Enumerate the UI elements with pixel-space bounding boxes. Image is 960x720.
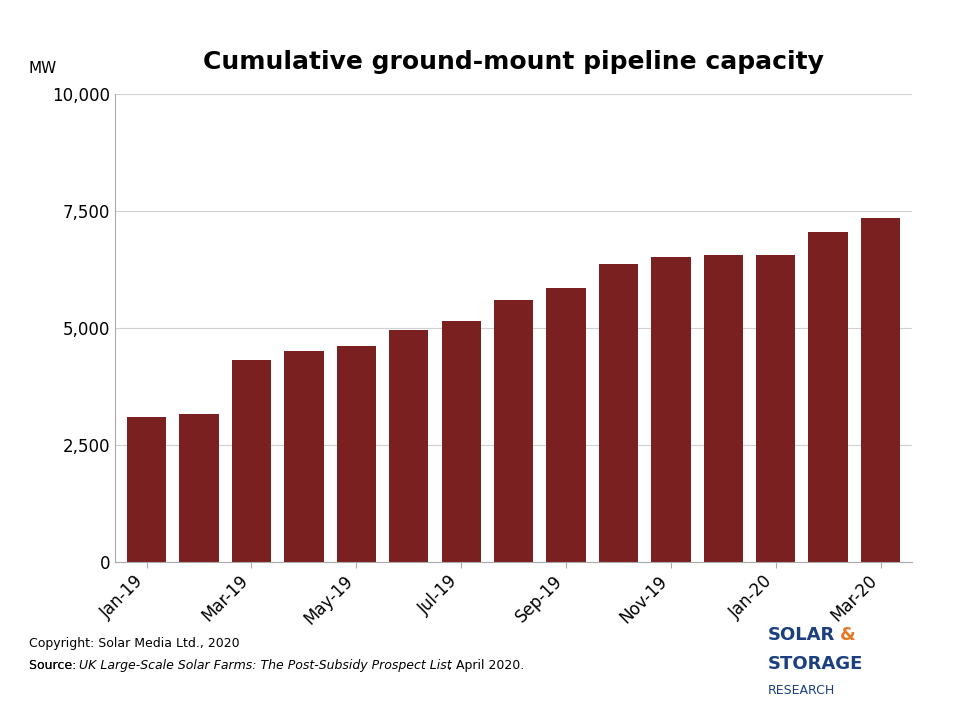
Bar [389,330,428,562]
Text: , April 2020.: , April 2020. [448,659,524,672]
Text: STORAGE: STORAGE [768,655,863,673]
Bar [231,360,271,562]
Bar [284,351,324,562]
Text: Source:: Source: [29,659,81,672]
Bar [808,232,848,562]
Text: &: & [840,626,855,644]
Text: Copyright: Solar Media Ltd., 2020: Copyright: Solar Media Ltd., 2020 [29,637,239,650]
Text: UK Large-Scale Solar Farms: The Post-Subsidy Prospect List: UK Large-Scale Solar Farms: The Post-Sub… [79,659,451,672]
Text: RESEARCH: RESEARCH [768,684,835,697]
Title: Cumulative ground-mount pipeline capacity: Cumulative ground-mount pipeline capacit… [204,50,824,73]
Bar [127,416,166,562]
Text: SOLAR: SOLAR [768,626,835,644]
Text: Source:: Source: [29,659,81,672]
Bar [546,288,586,562]
Bar [337,346,376,562]
Text: MW: MW [29,60,57,76]
Bar [599,264,638,562]
Bar [494,300,533,562]
Bar [651,257,690,562]
Bar [442,320,481,562]
Bar [180,414,219,562]
Bar [704,255,743,562]
Bar [861,217,900,562]
Bar [756,255,796,562]
